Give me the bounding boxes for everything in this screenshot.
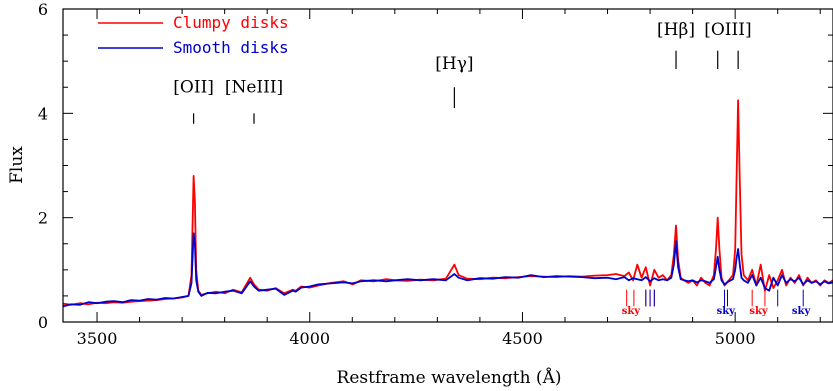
sky-marker-label: sky [622, 306, 642, 317]
series-line-smooth [62, 232, 833, 308]
y-tick-label: 6 [38, 0, 48, 19]
legend-clumpy-label: Clumpy disks [173, 13, 289, 32]
sky-marker-label: sky [717, 306, 737, 317]
x-axis-title: Restframe wavelength (Å) [337, 367, 562, 388]
emission-line-label: [Hγ] [435, 54, 473, 74]
y-tick-label: 4 [38, 104, 48, 123]
x-tick-label: 4000 [289, 329, 330, 348]
emission-line-label: [Hβ] [657, 20, 695, 40]
sky-marker-label: sky [792, 306, 812, 317]
x-tick-label: 3500 [77, 329, 118, 348]
y-tick-label: 2 [38, 209, 48, 228]
legend-smooth-label: Smooth disks [173, 38, 289, 57]
emission-line-label: [OII] [173, 77, 214, 97]
emission-line-label: [OIII] [704, 20, 751, 40]
series-line-clumpy [62, 99, 833, 306]
emission-line-label: [NeIII] [225, 77, 283, 97]
y-axis-title: Flux [7, 146, 27, 184]
y-tick-label: 0 [38, 313, 48, 332]
x-tick-label: 5000 [715, 329, 756, 348]
x-tick-label: 4500 [502, 329, 543, 348]
sky-marker-label: sky [749, 306, 769, 317]
